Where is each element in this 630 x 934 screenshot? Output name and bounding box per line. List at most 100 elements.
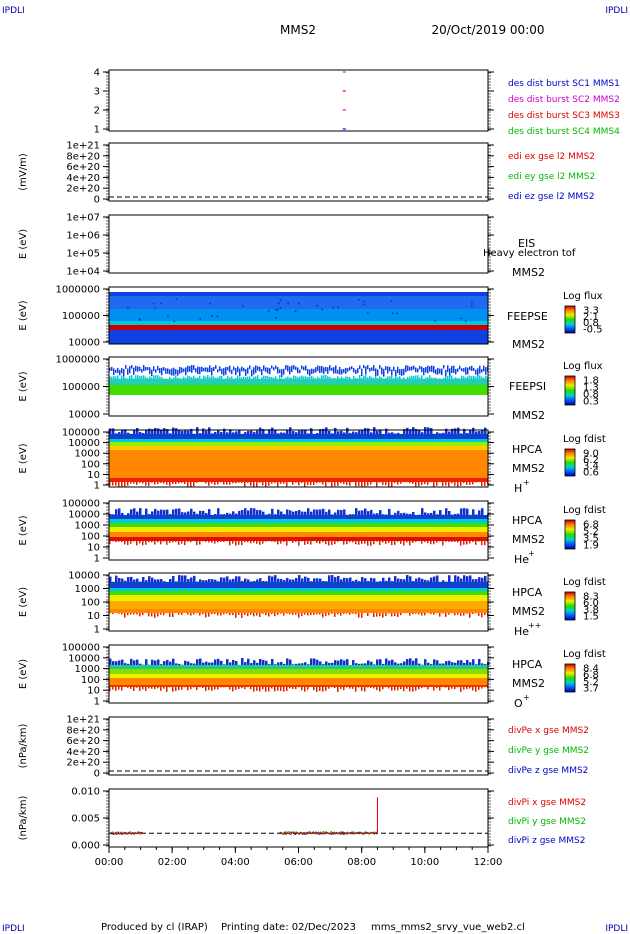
heatmap-spike: [424, 613, 426, 616]
heatmap-spike: [208, 662, 211, 665]
heatmap-spike: [151, 687, 153, 689]
heatmap-spike: [442, 482, 444, 486]
heatmap-spike: [139, 431, 142, 434]
time-tick-label: 06:00: [284, 857, 313, 868]
heatmap-speckle: [332, 306, 334, 309]
heatmap-spike: [430, 512, 433, 515]
heatmap-speckle: [303, 366, 305, 371]
heatmap-spike: [178, 482, 180, 484]
spacecraft-label: MMS2: [512, 605, 545, 618]
heatmap-spike: [409, 576, 412, 582]
colorbar-tick-label: 3.7: [583, 684, 599, 695]
heatmap-spike: [388, 432, 391, 434]
heatmap-spike: [361, 613, 363, 618]
heatmap-spike: [121, 687, 123, 691]
heatmap-spike: [397, 687, 399, 691]
heatmap-spike: [376, 430, 379, 434]
heatmap-spike: [343, 482, 345, 485]
heatmap-speckle: [331, 367, 333, 371]
heatmap-speckle: [183, 368, 185, 372]
heatmap-spike: [355, 541, 357, 545]
heatmap-speckle: [139, 319, 141, 321]
heatmap-spike: [241, 541, 243, 546]
colorbar: [564, 663, 576, 693]
heatmap-spike: [301, 541, 303, 542]
heatmap-spike: [379, 687, 381, 692]
heatmap-speckle: [273, 367, 275, 371]
heatmap-spike: [124, 541, 126, 545]
heatmap-spike: [274, 482, 276, 484]
heatmap-speckle: [221, 375, 223, 380]
heatmap-speckle: [341, 369, 343, 375]
heatmap-spike: [220, 577, 223, 582]
heatmap-spike: [415, 687, 417, 691]
heatmap-spike: [136, 578, 139, 582]
panel-frame: [108, 356, 489, 417]
heatmap-spike: [448, 431, 451, 434]
heatmap-speckle: [137, 366, 139, 372]
heatmap-spike: [349, 577, 352, 582]
heatmap-spike: [406, 427, 409, 434]
heatmap-speckle: [215, 365, 217, 369]
heatmap-speckle: [413, 376, 415, 381]
heatmap-spike: [226, 613, 228, 614]
heatmap-spike: [265, 514, 268, 515]
heatmap-speckle: [379, 365, 381, 369]
heatmap-spike: [175, 687, 177, 691]
heatmap-spike: [460, 433, 463, 434]
heatmap-spike: [151, 482, 153, 483]
heatmap-spike: [229, 579, 232, 582]
heatmap-spike: [436, 575, 439, 582]
panel-frame: [108, 142, 489, 202]
heatmap-spike: [184, 482, 186, 485]
heatmap-spike: [352, 613, 354, 614]
heatmap-spike: [316, 509, 319, 515]
heatmap-spike: [130, 687, 132, 689]
heatmap-speckle: [155, 369, 157, 373]
heatmap-spike: [442, 580, 445, 582]
heatmap-spike: [415, 428, 418, 434]
heatmap-spike: [472, 579, 475, 582]
heatmap-spike: [196, 687, 198, 691]
heatmap-spike: [181, 613, 183, 615]
heatmap-spike: [337, 575, 340, 582]
heatmap-spike: [253, 541, 255, 543]
y-tick-label: 1e+05: [66, 249, 100, 260]
heatmap-spike: [394, 512, 397, 515]
heatmap-spike: [205, 661, 208, 665]
heatmap-spike: [115, 509, 118, 515]
heatmap-spike: [157, 659, 160, 665]
heatmap-spike: [127, 513, 130, 515]
heatmap-band: [109, 678, 488, 685]
heatmap-spike: [274, 613, 276, 617]
heatmap-spike: [454, 482, 456, 486]
heatmap-spike: [298, 575, 301, 582]
heatmap-spike: [472, 613, 474, 614]
heatmap-spike: [274, 541, 276, 543]
panel-divpe: divPe x gse MMS2 divPe y gse MMS2 divPe z …: [18, 715, 589, 780]
heatmap-spike: [271, 482, 273, 484]
colorbar-title: Log flux: [563, 361, 603, 372]
y-tick-label: 1: [94, 697, 100, 708]
heatmap-spike: [307, 508, 310, 515]
heatmap-spike: [295, 578, 298, 582]
heatmap-spike: [307, 687, 309, 690]
heatmap-spike: [334, 687, 336, 688]
heatmap-spike: [358, 581, 361, 582]
species-label: O: [514, 697, 523, 710]
heatmap-spike: [301, 613, 303, 616]
heatmap-band: [109, 588, 488, 591]
heatmap-speckle: [345, 376, 347, 381]
heatmap-spike: [322, 541, 324, 543]
heatmap-spike: [325, 541, 327, 545]
heatmap-spike: [316, 578, 319, 582]
y-tick-label: 1000: [75, 664, 100, 675]
heatmap-spike: [280, 687, 282, 691]
heatmap-spike: [151, 541, 153, 543]
heatmap-spike: [217, 430, 220, 434]
heatmap-spike: [136, 482, 138, 485]
legend-entry: divPe x gse MMS2: [508, 726, 589, 736]
heatmap-spike: [382, 541, 384, 543]
heatmap-spike: [265, 613, 267, 616]
heatmap-speckle: [417, 368, 419, 373]
